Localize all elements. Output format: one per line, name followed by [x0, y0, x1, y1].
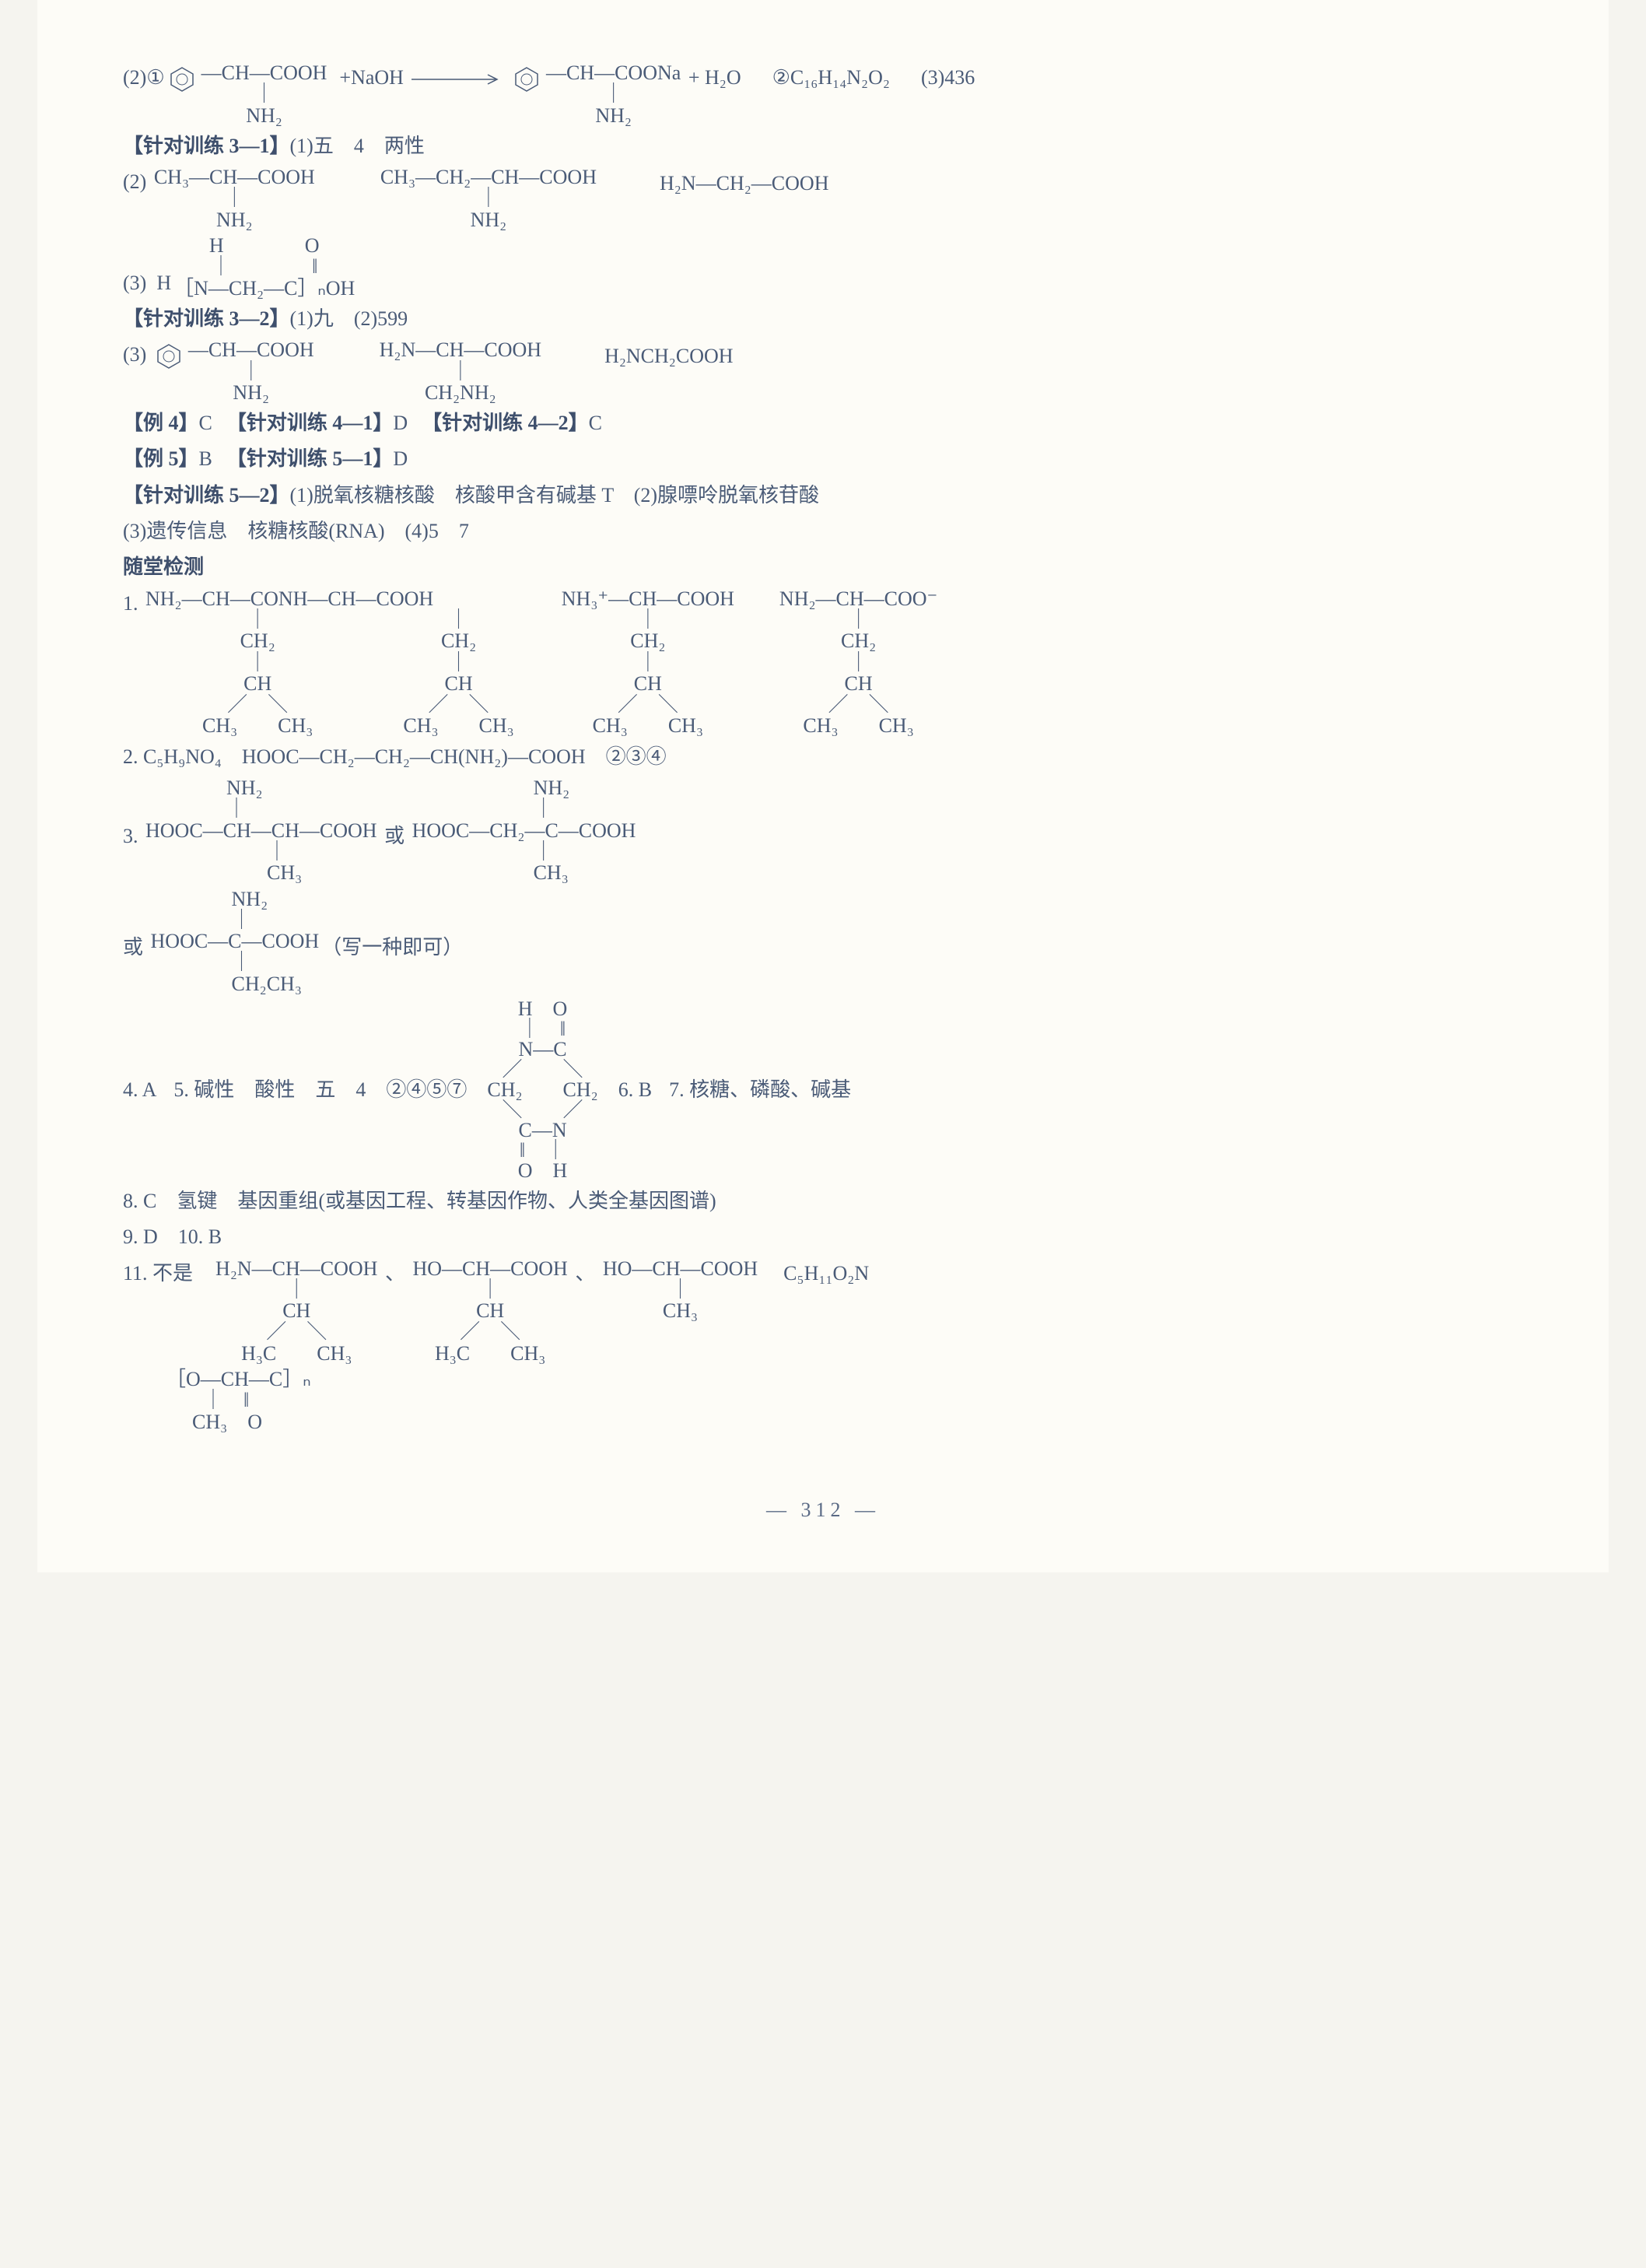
label: 【针对训练 4—2】 [422, 408, 589, 439]
chem-fragment: CH₃—CH₂—CH—COOH ｜ NH₂ [380, 167, 597, 230]
example-5-line: 【例 5】 B 【针对训练 5—1】 D [123, 443, 1523, 475]
text: + H₂O [683, 62, 741, 93]
label: 【针对训练 5—2】 [123, 480, 290, 511]
page-number-text: — 312 — [766, 1499, 880, 1521]
chem-fragment: NH₂ ｜ HOOC—CH₂—C—COOH ｜ CH₃ [412, 777, 636, 883]
q11b: ［O—CH—C］ₙ ｜ ‖ CH₃ O [123, 1369, 1523, 1432]
benzene-icon [168, 62, 196, 93]
q9-10: 9. D 10. B [123, 1222, 1523, 1253]
label: 1. [123, 588, 143, 619]
spacer [123, 1369, 163, 1400]
label: 【针对训练 4—1】 [226, 408, 394, 439]
label: (3) H [123, 268, 171, 299]
text: (3)436 [921, 62, 975, 93]
spacer [544, 339, 604, 370]
chem-fragment: H₂N—CH—COOH ｜ CH ／ ＼ H₃C CH₃ [215, 1258, 377, 1364]
practice-3-2: 【针对训练 3—2】 (1)九 (2)599 [123, 303, 1523, 335]
chem-fragment: CH₃—CH—COOH ｜ NH₂ [154, 167, 315, 230]
q3: 3. NH₂ ｜ HOOC—CH—CH—COOH ｜ CH₃ 或 NH₂ ｜ H… [123, 777, 1523, 883]
text: (1)脱氧核糖核酸 核酸甲含有碱基 T (2)腺嘌呤脱氧核苷酸 [290, 480, 820, 511]
chem-fragment: NH₂ ｜ HOOC—C—COOH ｜ CH₂CH₃ [151, 889, 320, 994]
chem-fragment: —CH—COONa ｜ NH₂ [546, 62, 681, 126]
spacer [317, 339, 377, 370]
q8: 8. C 氢键 基因重组(或基因工程、转基因作物、人类全基因图谱) [123, 1186, 1523, 1217]
text: 2. C₅H₉NO₄ HOOC—CH₂—CH₂—CH(NH₂)—COOH ②③④ [123, 741, 667, 773]
page-number: — 312 — [123, 1495, 1523, 1526]
q4-5: 4. A 5. 碱性 酸性 五 4 ②④⑤⑦ H O ｜ ‖ N—C ／ ＼ C… [123, 999, 1523, 1181]
label: 【例 5】 [123, 443, 199, 475]
text: (3)遗传信息 核糖核酸(RNA) (4)5 7 [123, 516, 469, 547]
label: 【针对训练 5—1】 [226, 443, 394, 475]
practice-3-1: 【针对训练 3—1】 (1)五 4 两性 [123, 131, 1523, 162]
chem-fragment: NH₂—CH—CONH—CH—COOH ｜ CH₂ ｜ CH ／ ＼ CH₃ C… [145, 588, 517, 737]
chem-fragment: —CH—COOH ｜ NH₂ [201, 62, 327, 126]
branch: ｜ CH₂ ｜ CH ／ ＼ CH₃ CH₃ [202, 609, 313, 737]
chem-fragment: H O ｜ ‖ ［N—CH₂—C］ₙOH [173, 235, 355, 299]
label: 11. 不是 [123, 1258, 213, 1289]
answer: B [199, 443, 212, 475]
text: 8. C 氢键 基因重组(或基因工程、转基因作物、人类全基因图谱) [123, 1186, 716, 1217]
label: (2) [123, 167, 152, 198]
text: 或 [380, 777, 410, 852]
text: (1)五 4 两性 [290, 131, 425, 162]
chem-fragment: NH₂—CH—COO⁻ ｜ CH₂ ｜ CH ／ ＼ CH₃ CH₃ [779, 588, 937, 737]
answer: C [199, 408, 212, 439]
text: +NaOH [329, 62, 404, 93]
label: 【例 4】 [123, 408, 199, 439]
answer: D [393, 443, 408, 475]
page: (2)① —CH—COOH ｜ NH₂ +NaOH —CH—COONa ｜ NH… [37, 0, 1609, 1572]
practice-3-1-2: (2) CH₃—CH—COOH ｜ NH₂ CH₃—CH₂—CH—COOH ｜ … [123, 167, 1523, 230]
benzene-icon [155, 339, 183, 370]
chem-fragment: HO—CH—COOH ｜ CH ／ ＼ H₃C CH₃ [412, 1258, 567, 1364]
label: 3. [123, 777, 143, 852]
practice-3-2-3: (3) —CH—COOH ｜ NH₂ H₂N—CH—COOH ｜ CH₂NH₂ … [123, 339, 1523, 403]
text: 、 [380, 1258, 410, 1289]
chem-fragment: H₂NCH₂COOH [604, 339, 733, 372]
q7: 7. 核糖、磷酸、碱基 [669, 1074, 851, 1106]
label: (2)① [123, 62, 165, 93]
q3b: 或 NH₂ ｜ HOOC—C—COOH ｜ CH₂CH₃ （写一种即可） [123, 889, 1523, 994]
section-heading: 随堂检测 [123, 552, 1523, 583]
note: （写一种即可） [321, 889, 463, 963]
answer: D [393, 408, 408, 439]
text: 或 [123, 889, 149, 963]
label: (3) [123, 339, 152, 370]
practice-3-1-3: (3) H H O ｜ ‖ ［N—CH₂—C］ₙOH [123, 235, 1523, 299]
formula: C₅H₁₁O₂N [783, 1258, 869, 1289]
q6: 6. B [618, 1074, 652, 1106]
practice-5-2-cont: (3)遗传信息 核糖核酸(RNA) (4)5 7 [123, 516, 1523, 547]
chem-fragment: H₂N—CH—COOH ｜ CH₂NH₂ [380, 339, 541, 403]
label: 【针对训练 3—2】 [123, 303, 290, 335]
chem-fragment: NH₃⁺—CH—COOH ｜ CH₂ ｜ CH ／ ＼ CH₃ CH₃ [562, 588, 734, 737]
text: (1)九 (2)599 [290, 303, 408, 335]
chem-fragment: —CH—COOH ｜ NH₂ [188, 339, 314, 403]
arrow-icon [410, 62, 503, 93]
spacer [737, 588, 777, 619]
spacer [317, 167, 378, 198]
q4: 4. A [123, 1074, 156, 1106]
text: 、 [570, 1258, 601, 1289]
chem-fragment: ［O—CH—C］ₙ ｜ ‖ CH₃ O [166, 1369, 311, 1432]
chem-fragment: HO—CH—COOH ｜ CH₃ [603, 1258, 758, 1322]
practice-5-2: 【针对训练 5—2】 (1)脱氧核糖核酸 核酸甲含有碱基 T (2)腺嘌呤脱氧核… [123, 480, 1523, 511]
answer: C [589, 408, 602, 439]
heading-text: 随堂检测 [123, 552, 204, 583]
text: 9. D 10. B [123, 1222, 222, 1253]
spacer [519, 588, 559, 619]
spacer [599, 167, 660, 198]
example-4-line: 【例 4】 C 【针对训练 4—1】 D 【针对训练 4—2】 C [123, 408, 1523, 439]
branch: ｜ CH₂ ｜ CH ／ ＼ CH₃ CH₃ [403, 609, 513, 737]
q2: 2. C₅H₉NO₄ HOOC—CH₂—CH₂—CH(NH₂)—COOH ②③④ [123, 741, 1523, 773]
answer-2-1: (2)① —CH—COOH ｜ NH₂ +NaOH —CH—COONa ｜ NH… [123, 62, 1523, 126]
text: ②C₁₆H₁₄N₂O₂ [772, 62, 890, 93]
label: 【针对训练 3—1】 [123, 131, 290, 162]
q1: 1. NH₂—CH—CONH—CH—COOH ｜ CH₂ ｜ CH ／ ＼ CH… [123, 588, 1523, 737]
q5: 5. 碱性 酸性 五 4 ②④⑤⑦ [173, 1074, 467, 1106]
benzene-icon [513, 62, 541, 93]
chem-fragment: H₂N—CH₂—COOH [660, 167, 828, 199]
chem-fragment: NH₂ ｜ HOOC—CH—CH—COOH ｜ CH₃ [145, 777, 377, 883]
ring-structure: H O ｜ ‖ N—C ／ ＼ CH₂ CH₂ ＼ ／ C—N ‖ ｜ O H [487, 999, 597, 1181]
q11: 11. 不是 H₂N—CH—COOH ｜ CH ／ ＼ H₃C CH₃ 、 HO… [123, 1258, 1523, 1364]
